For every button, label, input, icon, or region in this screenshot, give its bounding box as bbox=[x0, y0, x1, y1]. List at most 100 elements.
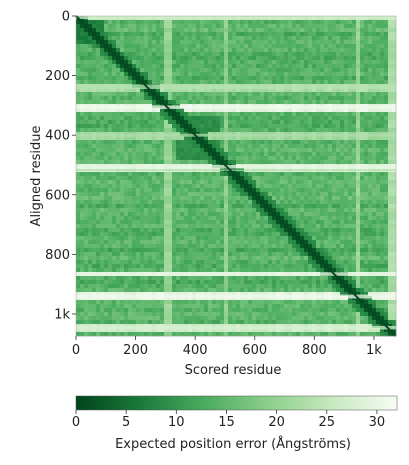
heatmap-cell bbox=[84, 228, 89, 233]
heatmap-cell bbox=[300, 80, 305, 85]
heatmap-cell bbox=[204, 48, 209, 53]
heatmap-cell bbox=[240, 92, 245, 97]
heatmap-cell bbox=[176, 88, 181, 93]
heatmap-cell bbox=[288, 248, 293, 253]
heatmap-cell bbox=[344, 144, 349, 149]
heatmap-cell bbox=[156, 148, 161, 153]
heatmap-cell bbox=[84, 56, 89, 61]
heatmap-cell bbox=[236, 100, 241, 105]
heatmap-cell bbox=[264, 180, 269, 185]
heatmap-cell bbox=[272, 176, 277, 181]
heatmap-cell bbox=[88, 68, 93, 73]
heatmap-cell bbox=[216, 240, 221, 245]
heatmap-cell bbox=[380, 204, 385, 209]
heatmap-cell bbox=[176, 108, 181, 113]
heatmap-cell bbox=[120, 108, 125, 113]
heatmap-cell bbox=[372, 72, 377, 77]
heatmap-cell bbox=[232, 112, 237, 117]
heatmap-cell bbox=[176, 124, 181, 129]
heatmap-cell bbox=[188, 44, 193, 49]
heatmap-cell bbox=[328, 128, 333, 133]
heatmap-cell bbox=[372, 200, 377, 205]
heatmap-cell bbox=[104, 212, 109, 217]
heatmap-cell bbox=[248, 92, 253, 97]
heatmap-cell bbox=[308, 48, 313, 53]
heatmap-cell bbox=[336, 28, 341, 33]
heatmap-cell bbox=[348, 80, 353, 85]
heatmap-cell bbox=[244, 224, 249, 229]
heatmap-cell bbox=[192, 200, 197, 205]
heatmap-cell bbox=[264, 60, 269, 65]
heatmap-cell bbox=[192, 100, 197, 105]
heatmap-cell bbox=[380, 116, 385, 121]
heatmap-cell bbox=[240, 148, 245, 153]
heatmap-cell bbox=[292, 236, 297, 241]
heatmap-cell bbox=[264, 64, 269, 69]
heatmap-cell bbox=[352, 20, 357, 25]
heatmap-cell bbox=[104, 196, 109, 201]
heatmap-cell bbox=[216, 120, 221, 125]
heatmap-cell bbox=[356, 252, 361, 257]
heatmap-cell bbox=[116, 112, 121, 117]
heatmap-cell bbox=[228, 108, 233, 113]
heatmap-cell bbox=[96, 24, 101, 29]
heatmap-cell bbox=[384, 172, 389, 177]
heatmap-cell bbox=[368, 228, 373, 233]
heatmap-cell bbox=[224, 236, 229, 241]
heatmap-cell bbox=[336, 228, 341, 233]
heatmap-cell bbox=[284, 148, 289, 153]
heatmap-cell bbox=[380, 72, 385, 77]
heatmap-cell bbox=[164, 260, 169, 265]
heatmap-cell bbox=[176, 136, 181, 141]
heatmap-cell bbox=[312, 160, 317, 165]
heatmap-cell bbox=[304, 56, 309, 61]
heatmap-cell bbox=[224, 96, 229, 101]
heatmap-cell bbox=[212, 212, 217, 217]
heatmap-cell bbox=[224, 64, 229, 69]
heatmap-cell bbox=[204, 188, 209, 193]
heatmap-cell bbox=[256, 92, 261, 97]
heatmap-cell bbox=[160, 256, 165, 261]
heatmap-cell bbox=[340, 24, 345, 29]
heatmap-cell bbox=[336, 224, 341, 229]
heatmap-cell bbox=[176, 184, 181, 189]
heatmap-cell bbox=[228, 248, 233, 253]
heatmap-cell bbox=[152, 40, 157, 45]
heatmap-cell bbox=[84, 100, 89, 105]
heatmap-cell bbox=[368, 56, 373, 61]
heatmap-cell bbox=[328, 248, 333, 253]
heatmap-cell bbox=[96, 72, 101, 77]
heatmap-cell bbox=[120, 260, 125, 265]
heatmap-cell bbox=[196, 244, 201, 249]
heatmap-cell bbox=[264, 144, 269, 149]
heatmap-cell bbox=[372, 68, 377, 73]
heatmap-cell bbox=[204, 20, 209, 25]
pae-heatmap[interactable] bbox=[75, 15, 397, 337]
heatmap-cell bbox=[220, 112, 225, 117]
heatmap-cell bbox=[288, 100, 293, 105]
heatmap-cell bbox=[272, 28, 277, 33]
heatmap-cell bbox=[276, 20, 281, 25]
heatmap-cell bbox=[228, 140, 233, 145]
heatmap-cell bbox=[324, 100, 329, 105]
heatmap-cell bbox=[368, 44, 373, 49]
heatmap-cell bbox=[156, 236, 161, 241]
heatmap-cell bbox=[120, 116, 125, 121]
heatmap-cell bbox=[200, 208, 205, 213]
heatmap-cell bbox=[308, 252, 313, 257]
heatmap-cell bbox=[120, 140, 125, 145]
heatmap-cell bbox=[252, 256, 257, 261]
heatmap-cell bbox=[256, 152, 261, 157]
heatmap-cell bbox=[380, 216, 385, 221]
heatmap-cell bbox=[380, 124, 385, 129]
heatmap-cell bbox=[272, 240, 277, 245]
heatmap-cell bbox=[240, 96, 245, 101]
heatmap-cell bbox=[356, 236, 361, 241]
heatmap-cell bbox=[164, 152, 169, 157]
heatmap-cell bbox=[140, 260, 145, 265]
heatmap-cell bbox=[128, 152, 133, 157]
heatmap-cell bbox=[376, 224, 381, 229]
heatmap-cell bbox=[100, 52, 105, 57]
heatmap-cell bbox=[156, 20, 161, 25]
heatmap-cell bbox=[224, 248, 229, 253]
